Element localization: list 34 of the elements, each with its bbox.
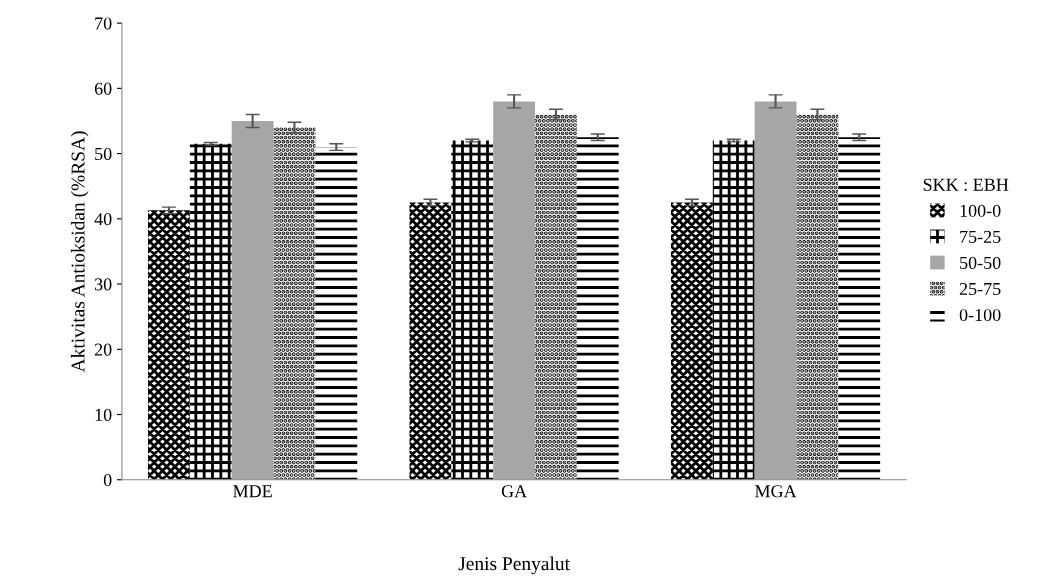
bar	[409, 202, 452, 480]
bar	[315, 147, 358, 480]
y-tick-label: 70	[95, 17, 112, 30]
bar	[796, 114, 839, 480]
x-tick-label: MDE	[233, 485, 272, 498]
y-tick-label: 10	[95, 408, 112, 421]
y-tick-label: 20	[94, 343, 112, 356]
x-tick-label: MGA	[755, 485, 797, 498]
bar	[670, 202, 713, 480]
bar	[148, 210, 190, 480]
legend-label: 50-50	[960, 256, 1001, 269]
bar	[754, 101, 797, 480]
y-tick-label: 40	[94, 213, 112, 226]
bar	[189, 143, 232, 480]
legend-label: 75-25	[960, 230, 1001, 243]
x-tick-label: GA	[501, 485, 528, 498]
legend-label: 0-100	[959, 308, 1001, 322]
bar	[576, 137, 619, 480]
bar	[493, 101, 536, 480]
y-axis-title: Aktivitas Antioksidan (%RSA)	[70, 131, 89, 373]
x-axis-title: Jenis Penyalut	[458, 556, 570, 575]
bar	[451, 140, 494, 480]
legend-label: 100-0	[960, 204, 1001, 217]
y-tick-label: 60	[94, 82, 112, 95]
bar	[273, 127, 316, 480]
bar	[838, 137, 881, 480]
y-tick-label: 50	[95, 147, 112, 161]
bar	[535, 114, 577, 480]
legend-title: SKK : EBH	[923, 178, 1009, 191]
legend-label: 25-75	[959, 282, 1001, 296]
bar	[712, 140, 755, 480]
y-tick-label: 30	[94, 278, 112, 291]
y-tick-label: 0	[103, 474, 112, 487]
bar	[231, 120, 274, 480]
